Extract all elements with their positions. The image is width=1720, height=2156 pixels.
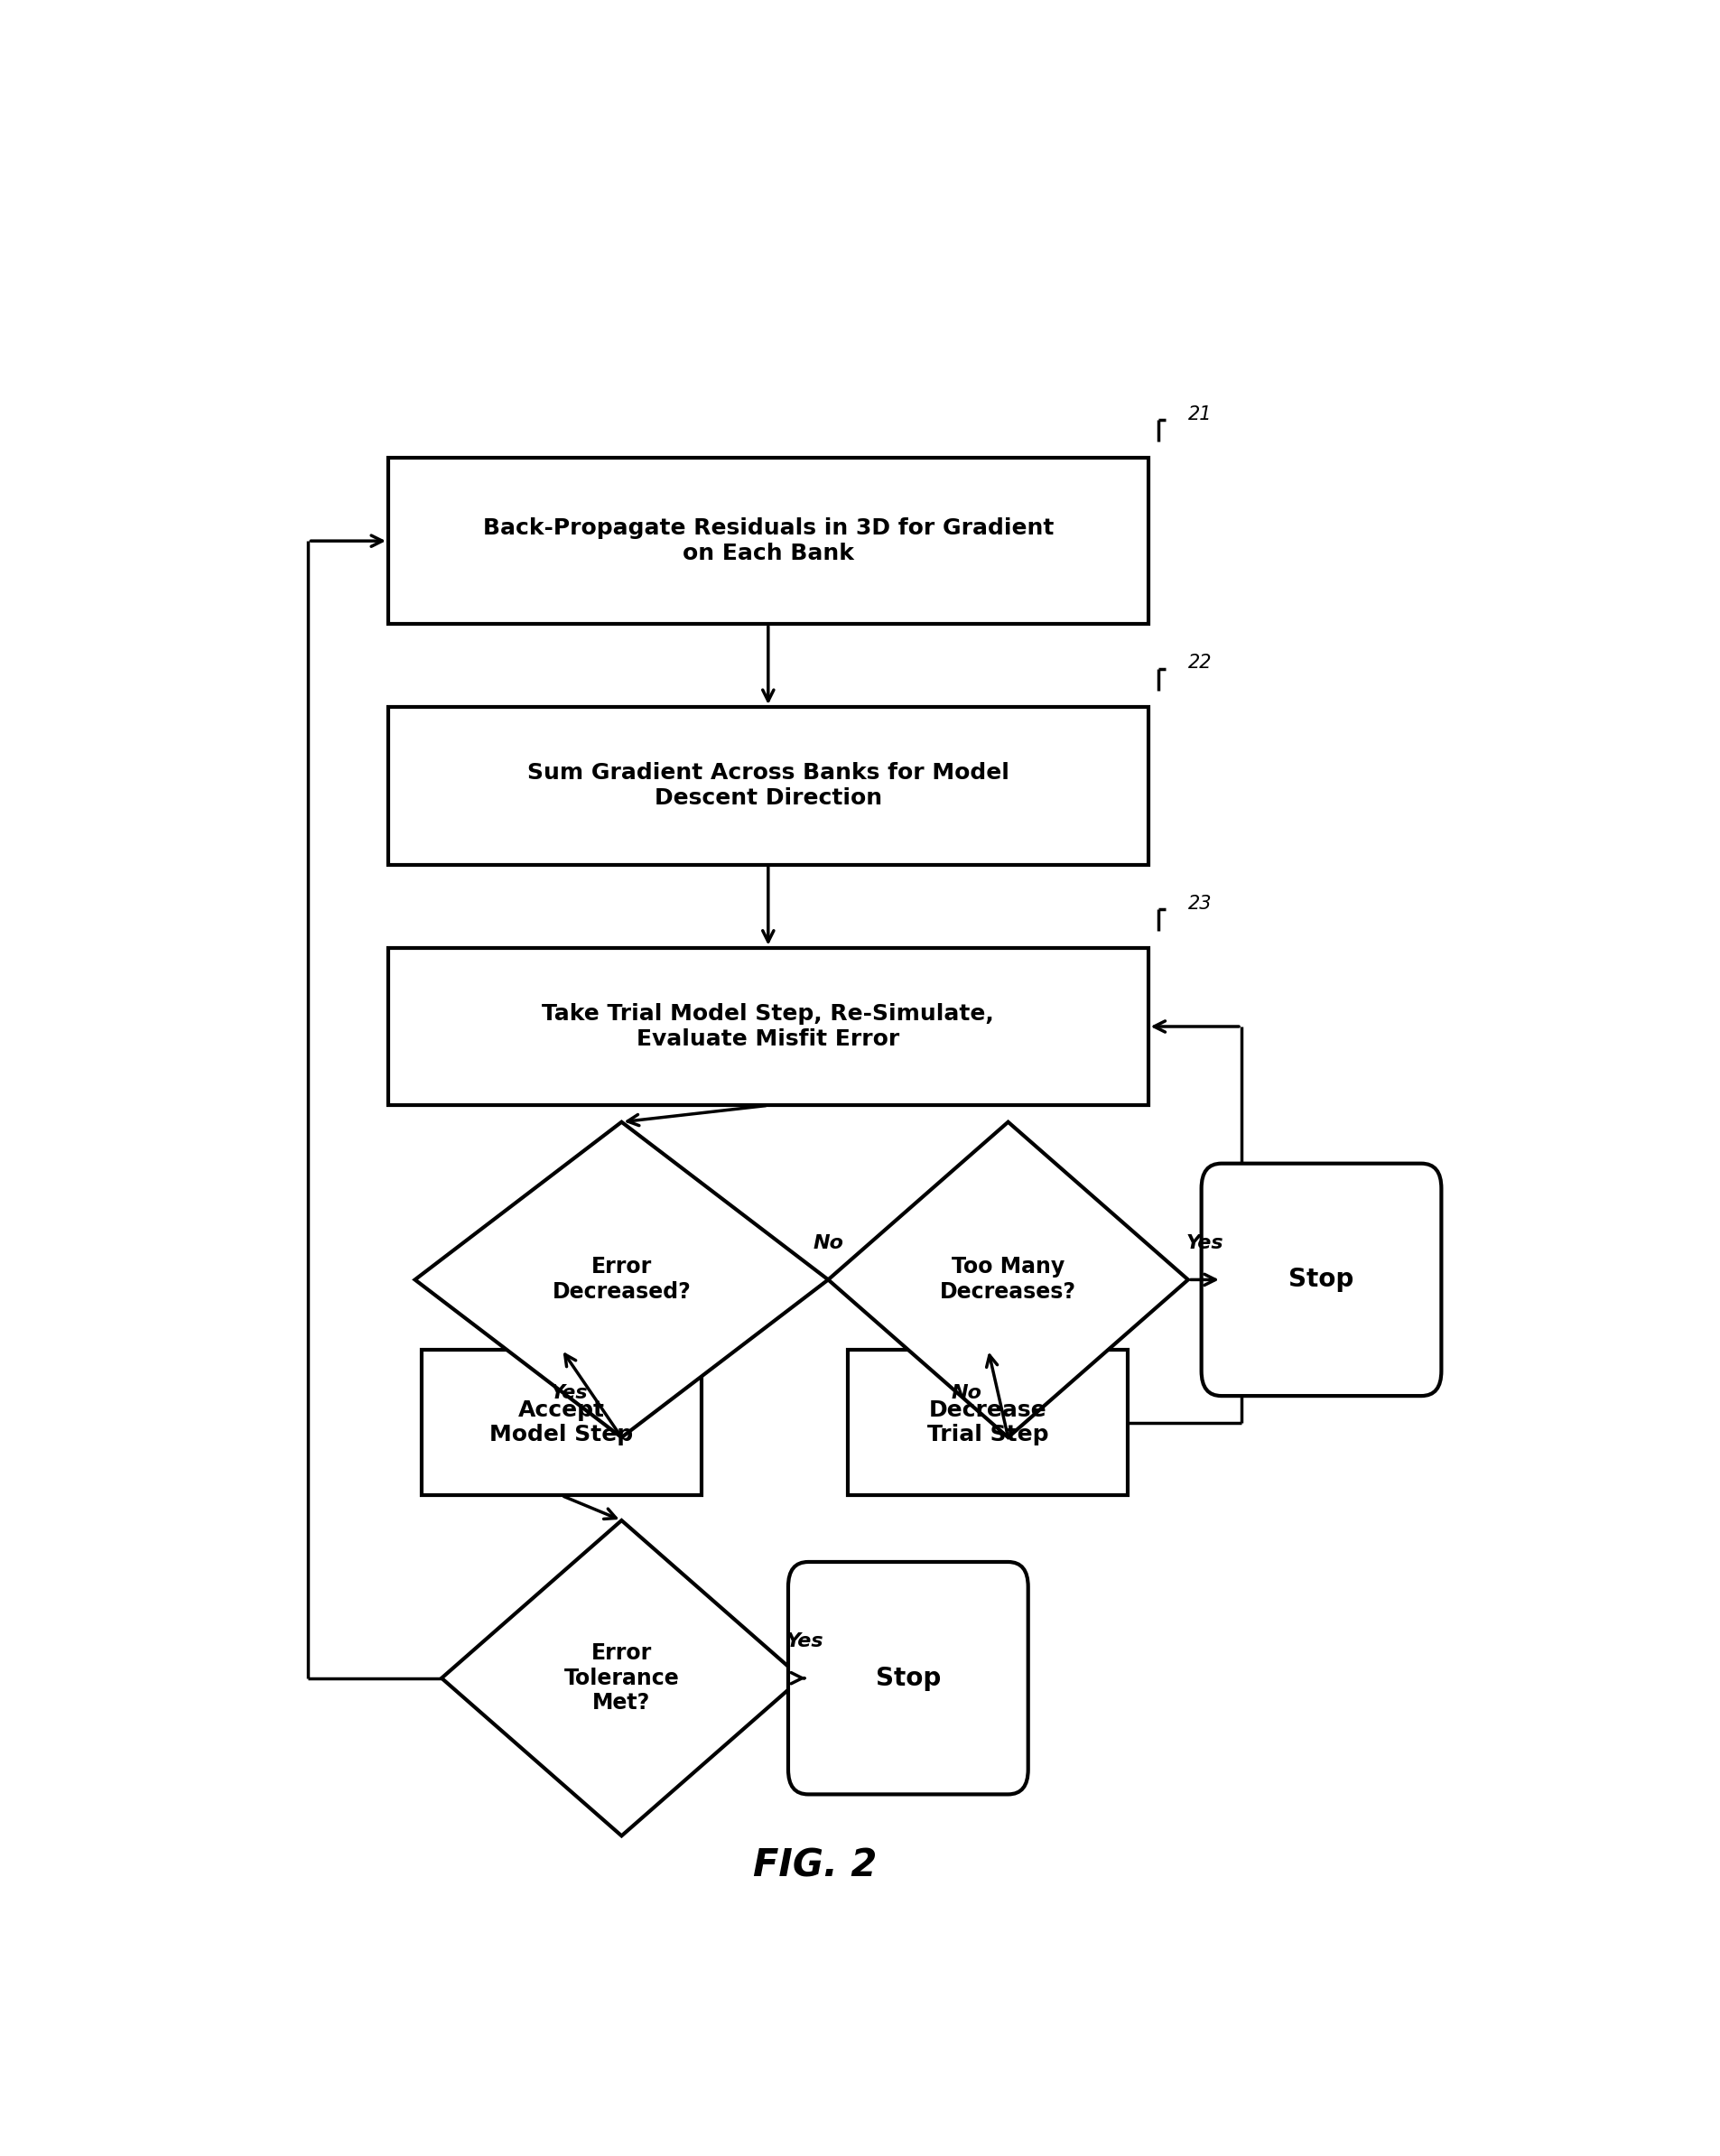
Text: Error
Tolerance
Met?: Error Tolerance Met?	[564, 1643, 679, 1714]
Text: No: No	[951, 1384, 982, 1401]
Text: FIG. 2: FIG. 2	[753, 1848, 877, 1884]
Text: Yes: Yes	[1187, 1233, 1223, 1253]
Text: Accept
Model Step: Accept Model Step	[490, 1399, 633, 1447]
Polygon shape	[442, 1520, 802, 1837]
Text: Back-Propagate Residuals in 3D for Gradient
on Each Bank: Back-Propagate Residuals in 3D for Gradi…	[483, 517, 1054, 565]
Text: 22: 22	[1189, 653, 1213, 673]
FancyBboxPatch shape	[389, 707, 1147, 865]
FancyBboxPatch shape	[788, 1561, 1029, 1794]
Text: Yes: Yes	[550, 1384, 588, 1401]
FancyBboxPatch shape	[389, 457, 1147, 623]
Text: 21: 21	[1189, 405, 1213, 423]
Text: Decrease
Trial Step: Decrease Trial Step	[927, 1399, 1049, 1447]
Polygon shape	[415, 1121, 829, 1438]
Text: Stop: Stop	[875, 1664, 941, 1690]
FancyBboxPatch shape	[1201, 1164, 1441, 1395]
Text: Sum Gradient Across Banks for Model
Descent Direction: Sum Gradient Across Banks for Model Desc…	[528, 763, 1010, 808]
Text: Error
Decreased?: Error Decreased?	[552, 1257, 691, 1302]
Text: Yes: Yes	[786, 1632, 824, 1651]
Text: Too Many
Decreases?: Too Many Decreases?	[939, 1257, 1077, 1302]
Text: Take Trial Model Step, Re-Simulate,
Evaluate Misfit Error: Take Trial Model Step, Re-Simulate, Eval…	[542, 1003, 994, 1050]
Text: 23: 23	[1189, 895, 1213, 912]
FancyBboxPatch shape	[421, 1350, 702, 1496]
Text: Stop: Stop	[1288, 1268, 1354, 1291]
Text: No: No	[814, 1233, 843, 1253]
FancyBboxPatch shape	[848, 1350, 1128, 1496]
Polygon shape	[829, 1121, 1189, 1438]
FancyBboxPatch shape	[389, 949, 1147, 1106]
